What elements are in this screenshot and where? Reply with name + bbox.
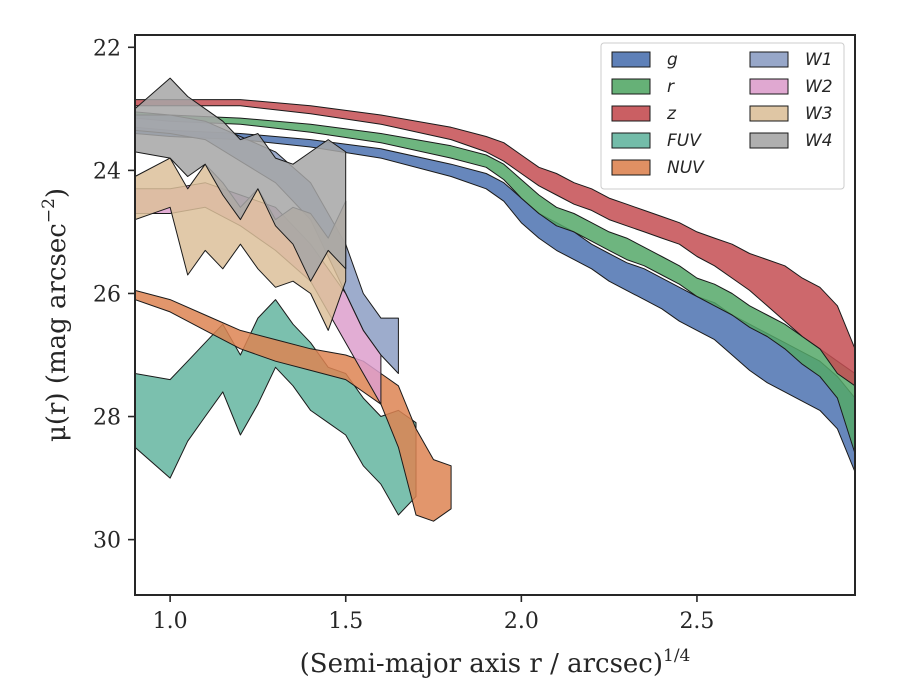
legend-label-w2: W2 — [805, 77, 833, 97]
legend-swatch-g — [611, 51, 651, 68]
band-r — [135, 111, 855, 454]
x-axis: 1.0 1.5 2.0 2.5 — [153, 595, 714, 634]
legend-swatch-w3 — [749, 105, 789, 122]
legend: grz FUV NUV W1 W2 W3 W4 — [600, 42, 845, 190]
legend-label-z: z — [666, 104, 677, 124]
legend-label-r: r — [667, 77, 675, 97]
x-tick-label: 2.0 — [504, 609, 539, 634]
y-tick-label: 24 — [93, 159, 121, 184]
legend-swatch-z — [611, 105, 651, 122]
legend-swatch-nuv — [611, 159, 651, 176]
legend-swatch-w2 — [749, 78, 789, 95]
legend-swatch-r — [611, 78, 651, 95]
legend-swatch-w1 — [749, 51, 789, 68]
legend-label-fuv: FUV — [667, 131, 702, 151]
y-tick-label: 28 — [93, 406, 121, 431]
x-axis-title: (Semi-major axis r / arcsec)1/4 — [300, 646, 691, 679]
x-tick-label: 1.0 — [153, 609, 188, 634]
band-nuv — [135, 289, 452, 522]
y-axis-title: μ(r) (mag arcsec−2) — [39, 188, 72, 442]
x-tick-label: 1.5 — [328, 609, 363, 634]
plot-frame — [134, 34, 856, 596]
y-tick-label: 30 — [93, 529, 121, 554]
y-tick-label: 26 — [93, 282, 121, 307]
legend-label-g: g — [667, 50, 678, 70]
band-z — [135, 99, 855, 387]
legend-swatch-w4 — [749, 132, 789, 149]
legend-label-w1: W1 — [805, 50, 833, 70]
x-tick-label: 2.5 — [679, 609, 714, 634]
series-bands — [135, 77, 855, 522]
legend-label-w4: W4 — [805, 131, 833, 151]
y-tick-label: 22 — [93, 36, 121, 61]
y-axis: 22 24 26 28 30 — [93, 36, 135, 554]
legend-label-w3: W3 — [805, 104, 833, 124]
band-w4 — [135, 77, 347, 282]
legend-label-nuv: NUV — [667, 158, 705, 178]
legend-swatch-fuv — [611, 132, 651, 149]
